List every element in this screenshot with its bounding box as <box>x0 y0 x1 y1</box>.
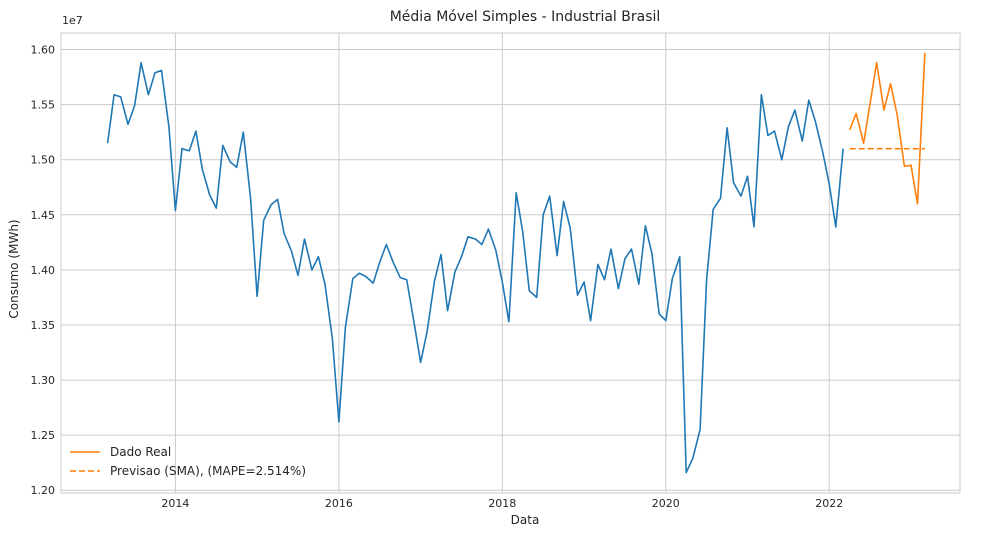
legend-label-real: Dado Real <box>110 445 171 459</box>
series-line-real <box>106 61 844 474</box>
y-tick-label: 1.40 <box>31 264 56 277</box>
legend-label-forecast: Previsao (SMA), (MAPE=2.514%) <box>110 464 306 478</box>
series-line-test <box>848 52 926 205</box>
y-tick-label: 1.60 <box>31 44 56 57</box>
y-tick-label: 1.50 <box>31 154 56 167</box>
legend: Dado Real Previsao (SMA), (MAPE=2.514%) <box>70 445 306 478</box>
x-tick-label: 2014 <box>161 497 189 510</box>
series-layer <box>106 52 926 474</box>
y-axis-label: Consumo (MWh) <box>7 219 21 318</box>
y-tick-label: 1.25 <box>31 429 56 442</box>
y-offset-label: 1e7 <box>62 14 83 27</box>
grid <box>61 33 960 493</box>
y-tick-label: 1.55 <box>31 99 56 112</box>
x-tick-label: 2016 <box>325 497 353 510</box>
y-tick-label: 1.45 <box>31 209 56 222</box>
x-tick-label: 2020 <box>652 497 680 510</box>
y-tick-label: 1.35 <box>31 319 56 332</box>
tick-labels: 2014 2016 2018 2020 2022 1.20 1.25 1.30 1.35 1.40… <box>31 44 844 510</box>
chart-title: Média Móvel Simples - Industrial Brasil <box>390 9 661 25</box>
x-tick-label: 2018 <box>488 497 516 510</box>
x-tick-label: 2022 <box>815 497 843 510</box>
plot-frame <box>60 32 961 494</box>
y-tick-label: 1.20 <box>31 484 56 497</box>
x-axis-label: Data <box>511 513 540 527</box>
y-tick-label: 1.30 <box>31 374 56 387</box>
